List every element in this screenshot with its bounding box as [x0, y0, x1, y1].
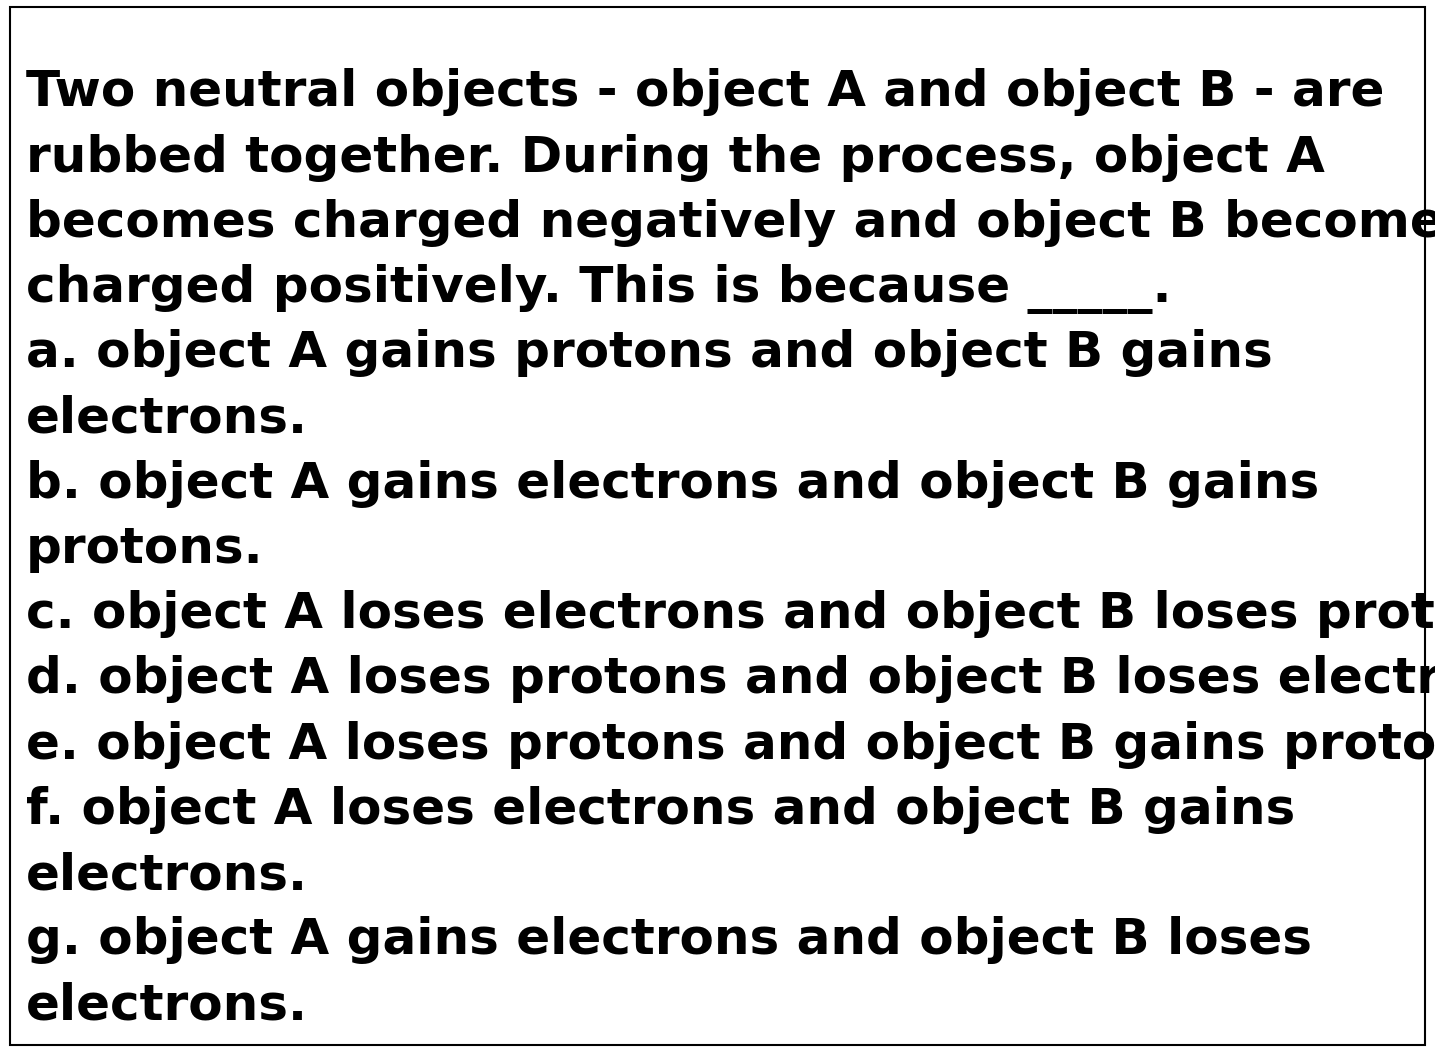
- Text: protons.: protons.: [26, 525, 264, 573]
- Text: b. object A gains electrons and object B gains: b. object A gains electrons and object B…: [26, 460, 1319, 508]
- Text: charged positively. This is because _____.: charged positively. This is because ____…: [26, 264, 1171, 315]
- Text: becomes charged negatively and object B becomes: becomes charged negatively and object B …: [26, 199, 1435, 247]
- Text: rubbed together. During the process, object A: rubbed together. During the process, obj…: [26, 134, 1325, 182]
- Text: Two neutral objects - object A and object B - are: Two neutral objects - object A and objec…: [26, 68, 1385, 117]
- Text: c. object A loses electrons and object B loses protons.: c. object A loses electrons and object B…: [26, 590, 1435, 639]
- Text: d. object A loses protons and object B loses electrons.: d. object A loses protons and object B l…: [26, 655, 1435, 704]
- Text: g. object A gains electrons and object B loses: g. object A gains electrons and object B…: [26, 916, 1312, 965]
- Text: e. object A loses protons and object B gains protons.: e. object A loses protons and object B g…: [26, 721, 1435, 769]
- Text: f. object A loses electrons and object B gains: f. object A loses electrons and object B…: [26, 786, 1294, 834]
- Text: electrons.: electrons.: [26, 394, 309, 443]
- Text: electrons.: electrons.: [26, 982, 309, 1030]
- Text: a. object A gains protons and object B gains: a. object A gains protons and object B g…: [26, 329, 1273, 378]
- FancyBboxPatch shape: [10, 7, 1425, 1045]
- Text: electrons.: electrons.: [26, 851, 309, 899]
